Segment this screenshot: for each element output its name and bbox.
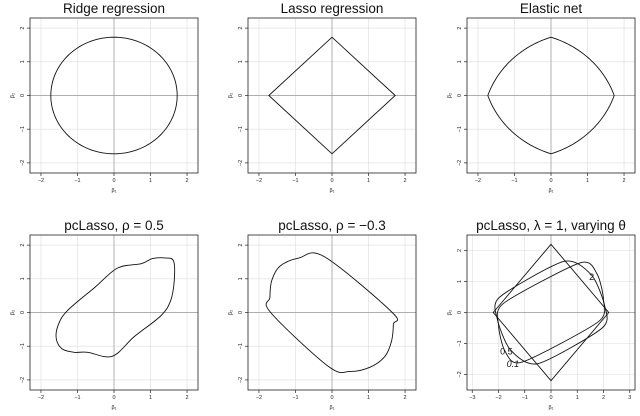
x-tick-label: −2 bbox=[38, 178, 44, 184]
panel-3: Elastic net −2 −1 0 1 2 −2 −1 0 1 2 β₁ β₂ bbox=[447, 1, 636, 194]
y-tick-label: 1 bbox=[238, 60, 244, 63]
x-tick-label: 0 bbox=[330, 178, 333, 184]
y-tick-label: 2 bbox=[20, 27, 26, 30]
x-tick-label: 2 bbox=[602, 395, 605, 401]
x-tick-label: 0 bbox=[112, 178, 115, 184]
x-tick-label: −3 bbox=[469, 395, 475, 401]
constraint-curve bbox=[487, 36, 615, 155]
x-tick-label: 1 bbox=[586, 178, 589, 184]
x-tick-label: −1 bbox=[292, 178, 298, 184]
y-tick-label: 1 bbox=[20, 60, 26, 63]
y-axis-label: β₂ bbox=[10, 310, 16, 315]
x-tick-label: 2 bbox=[623, 178, 626, 184]
x-tick-label: 1 bbox=[576, 395, 579, 401]
y-tick-label: −1 bbox=[238, 343, 244, 349]
panel-title: pcLasso, λ = 1, varying θ bbox=[476, 218, 626, 233]
y-tick-label: −1 bbox=[20, 126, 26, 132]
x-axis-label: β₁ bbox=[329, 188, 334, 194]
panel-5: pcLasso, ρ = −0.3 −2 −1 0 1 2 −2 −1 0 1 2 β₁ β₂ bbox=[228, 218, 417, 411]
y-tick-label: 1 bbox=[20, 277, 26, 280]
y-tick-label: −2 bbox=[457, 371, 463, 377]
y-tick-label: 2 bbox=[457, 249, 463, 252]
contour-label: 2 bbox=[589, 272, 594, 282]
x-axis-label: β₁ bbox=[548, 188, 553, 194]
x-axis-label: β₁ bbox=[329, 405, 334, 411]
constraint-curve bbox=[50, 36, 178, 155]
panel-title: pcLasso, ρ = 0.5 bbox=[64, 218, 164, 233]
x-tick-label: 1 bbox=[367, 178, 370, 184]
y-tick-label: 0 bbox=[20, 94, 26, 97]
constraint-curve bbox=[55, 257, 176, 358]
y-tick-label: 1 bbox=[238, 277, 244, 280]
x-axis-label: β₁ bbox=[548, 405, 553, 411]
x-tick-label: −2 bbox=[256, 178, 262, 184]
panel-title: Ridge regression bbox=[63, 1, 165, 16]
panel-1: Ridge regression −2 −1 0 1 2 −2 −1 0 1 2 β₁ β₂ bbox=[10, 1, 199, 194]
x-axis-label: β₁ bbox=[111, 188, 116, 194]
x-tick-label: −2 bbox=[256, 395, 262, 401]
x-tick-label: 0 bbox=[549, 395, 552, 401]
constraint-curve bbox=[268, 36, 396, 155]
x-axis-label: β₁ bbox=[111, 405, 116, 411]
y-tick-label: −1 bbox=[457, 340, 463, 346]
x-tick-label: 2 bbox=[404, 178, 407, 184]
panel-title: pcLasso, ρ = −0.3 bbox=[278, 218, 386, 233]
y-tick-label: 2 bbox=[20, 244, 26, 247]
x-tick-label: −1 bbox=[74, 395, 80, 401]
x-tick-label: 2 bbox=[404, 395, 407, 401]
y-tick-label: −2 bbox=[238, 377, 244, 383]
y-tick-label: 1 bbox=[457, 60, 463, 63]
contour-label: 0.1 bbox=[507, 359, 520, 369]
y-tick-label: 2 bbox=[457, 27, 463, 30]
y-tick-label: 0 bbox=[457, 311, 463, 314]
x-tick-label: −1 bbox=[74, 178, 80, 184]
y-axis-label: β₂ bbox=[447, 93, 453, 98]
y-tick-label: 0 bbox=[457, 94, 463, 97]
x-tick-label: 0 bbox=[112, 395, 115, 401]
x-tick-label: −2 bbox=[38, 395, 44, 401]
y-tick-label: 0 bbox=[238, 94, 244, 97]
y-tick-label: 2 bbox=[238, 244, 244, 247]
y-tick-label: −2 bbox=[238, 160, 244, 166]
y-tick-label: −1 bbox=[238, 126, 244, 132]
x-tick-label: 2 bbox=[186, 178, 189, 184]
y-axis-label: β₂ bbox=[228, 310, 234, 315]
x-tick-label: 1 bbox=[149, 395, 152, 401]
y-tick-label: 0 bbox=[238, 311, 244, 314]
panel-4: pcLasso, ρ = 0.5 −2 −1 0 1 2 −2 −1 0 1 2 β₁ β₂ bbox=[10, 218, 199, 411]
panel-title: Elastic net bbox=[520, 1, 583, 16]
y-axis-label: β₂ bbox=[10, 93, 16, 98]
y-axis-label: β₂ bbox=[228, 93, 234, 98]
y-tick-label: −2 bbox=[20, 160, 26, 166]
y-tick-label: 1 bbox=[457, 280, 463, 283]
constraint-curve-2 bbox=[496, 261, 606, 364]
panel-6: pcLasso, λ = 1, varying θ −3 −2 −1 0 1 2 3 −2 −1 0… bbox=[447, 218, 636, 411]
x-tick-label: 1 bbox=[367, 395, 370, 401]
x-tick-label: 3 bbox=[628, 395, 631, 401]
panel-title: Lasso regression bbox=[281, 1, 384, 16]
contour-label: 0.5 bbox=[500, 346, 513, 356]
y-tick-label: 0 bbox=[20, 311, 26, 314]
y-tick-label: −1 bbox=[457, 126, 463, 132]
x-tick-label: 1 bbox=[149, 178, 152, 184]
constraint-curve bbox=[265, 252, 399, 374]
panel-2: Lasso regression −2 −1 0 1 2 −2 −1 0 1 2 β₁ β₂ bbox=[228, 1, 417, 194]
x-tick-label: 0 bbox=[330, 395, 333, 401]
y-tick-label: 2 bbox=[238, 27, 244, 30]
y-axis-label: β₂ bbox=[447, 310, 453, 315]
x-tick-label: 0 bbox=[549, 178, 552, 184]
x-tick-label: 2 bbox=[186, 395, 189, 401]
x-tick-label: −2 bbox=[475, 178, 481, 184]
x-tick-label: −2 bbox=[495, 395, 501, 401]
x-tick-label: −1 bbox=[511, 178, 517, 184]
constraint-curve-0-5 bbox=[494, 260, 608, 365]
y-tick-label: −2 bbox=[20, 377, 26, 383]
x-tick-label: −1 bbox=[292, 395, 298, 401]
y-tick-label: −1 bbox=[20, 343, 26, 349]
y-tick-label: −2 bbox=[457, 160, 463, 166]
x-tick-label: −1 bbox=[522, 395, 528, 401]
